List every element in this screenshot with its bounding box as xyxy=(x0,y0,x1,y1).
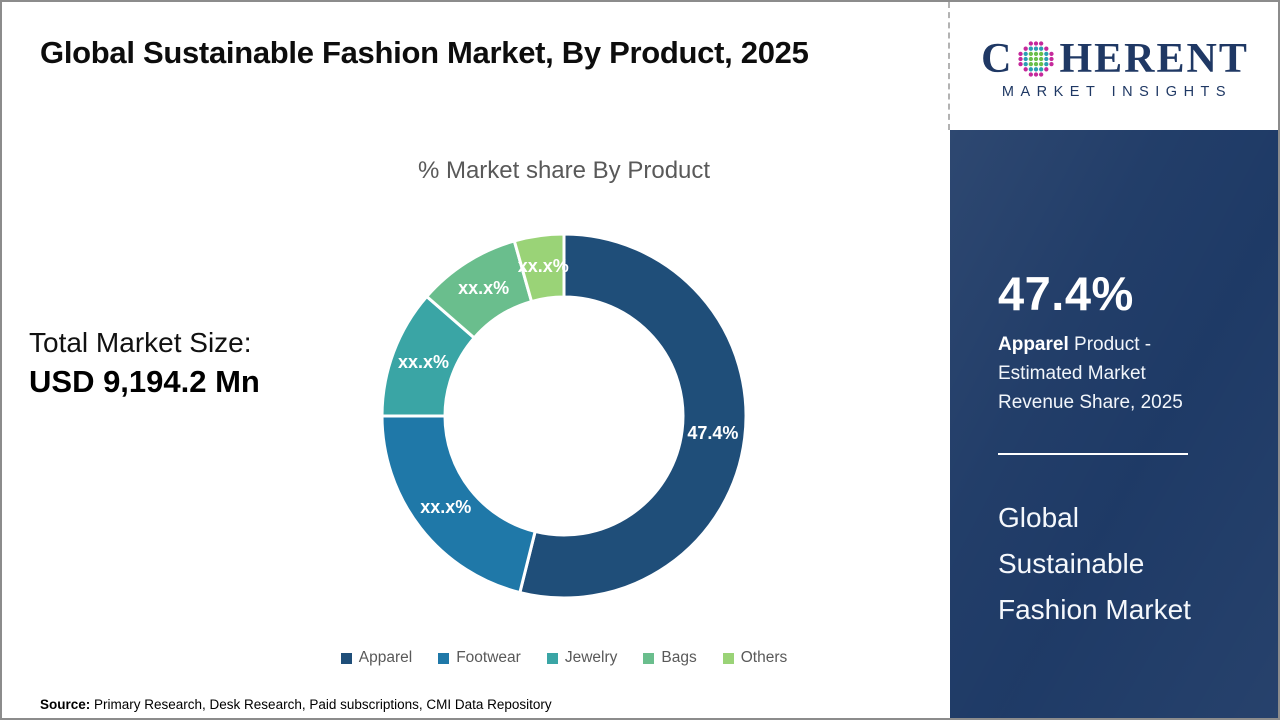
legend-item-bags: Bags xyxy=(643,649,697,667)
globe-dot xyxy=(1039,51,1044,56)
donut-wrap: 47.4% xx.x% xx.x% xx.x% xx.x% xyxy=(332,226,796,611)
globe-dot xyxy=(1029,41,1034,46)
sidebar-market-name: Global Sustainable Fashion Market xyxy=(998,502,1191,625)
globe-dot xyxy=(1024,51,1029,56)
source-label: Source: xyxy=(40,697,91,712)
legend-swatch-jewelry xyxy=(546,652,558,664)
donut-slice-label-jewelry: xx.x% xyxy=(398,352,449,372)
globe-dot xyxy=(1018,62,1024,67)
globe-dot xyxy=(1029,51,1034,56)
total-market-size-value: USD 9,194.2 Mn xyxy=(29,364,260,399)
globe-dot xyxy=(1034,46,1039,51)
page-title: Global Sustainable Fashion Market, By Pr… xyxy=(40,35,809,70)
globe-dot xyxy=(1024,67,1029,72)
globe-dot xyxy=(1024,46,1029,51)
legend-label-jewelry: Jewelry xyxy=(564,649,618,666)
globe-dot xyxy=(1049,56,1055,62)
globe-dot xyxy=(1034,56,1039,62)
source-note: Source: Primary Research, Desk Research,… xyxy=(40,697,552,712)
globe-dot xyxy=(1044,56,1049,62)
chart-title: % Market share By Product xyxy=(417,157,711,184)
logo-coherent-market-insights: C HERENT MARKET INSIGHTS xyxy=(948,2,1278,130)
legend-label-others: Others xyxy=(740,649,788,666)
sidebar: 47.4% Apparel Product - Estimated Market… xyxy=(950,130,1278,718)
globe-dot xyxy=(1039,56,1044,62)
donut-chart: 47.4% xx.x% xx.x% xx.x% xx.x% xyxy=(380,232,748,600)
globe-dot xyxy=(1029,56,1034,62)
globe-dot xyxy=(1039,41,1044,46)
globe-dot xyxy=(1049,51,1055,56)
donut-slice-others xyxy=(512,232,566,304)
globe-dot xyxy=(1034,51,1039,56)
total-market-size-label: Total Market Size: xyxy=(29,327,252,358)
globe-dot xyxy=(1018,56,1024,62)
globe-dot xyxy=(1034,62,1039,67)
source-text: Primary Research, Desk Research, Paid su… xyxy=(90,697,552,712)
legend-swatch-bags xyxy=(643,652,655,664)
globe-dot xyxy=(1024,56,1029,62)
globe-dot xyxy=(1034,72,1039,77)
donut-chart-block: % Market share By Product 47.4% xx.x% xx.x… xyxy=(332,157,796,667)
donut-slice-label-footwear: xx.x% xyxy=(420,497,471,517)
legend-item-apparel: Apparel xyxy=(340,649,413,667)
legend-swatch-footwear xyxy=(438,652,450,664)
globe-dot xyxy=(1029,67,1034,72)
globe-dot xyxy=(1044,51,1049,56)
legend-label-footwear: Footwear xyxy=(456,649,521,666)
logo-wordmark: C HERENT xyxy=(981,38,1249,80)
globe-dot xyxy=(1039,72,1044,77)
legend-item-others: Others xyxy=(722,649,788,667)
sidebar-stat-value: 47.4% xyxy=(998,267,1134,320)
legend-label-apparel: Apparel xyxy=(358,649,413,666)
total-market-size-block: Total Market Size: USD 9,194.2 Mn xyxy=(29,324,260,402)
donut-slice-apparel xyxy=(518,232,748,600)
sidebar-divider-line xyxy=(998,453,1188,455)
globe-dot xyxy=(1049,62,1055,67)
legend-label-bags: Bags xyxy=(661,649,697,666)
globe-dot xyxy=(1018,51,1024,56)
globe-dot xyxy=(1034,67,1039,72)
legend-swatch-apparel xyxy=(340,652,352,664)
globe-dot xyxy=(1024,62,1029,67)
globe-dot xyxy=(1039,62,1044,67)
globe-dot xyxy=(1044,67,1049,72)
sidebar-stat-rest: Product - Estimated Market Revenue Share… xyxy=(998,334,1183,413)
globe-dot xyxy=(1039,67,1044,72)
globe-dot xyxy=(1044,46,1049,51)
donut-slice-label-apparel: 47.4% xyxy=(687,423,738,443)
donut-slice-label-others: xx.x% xyxy=(518,256,569,276)
logo-subtitle: MARKET INSIGHTS xyxy=(1001,84,1233,100)
legend-swatch-others xyxy=(722,652,734,664)
logo-letters-herent: HERENT xyxy=(1059,36,1249,82)
legend-item-jewelry: Jewelry xyxy=(546,649,618,667)
globe-dot xyxy=(1029,46,1034,51)
legend-item-footwear: Footwear xyxy=(438,649,521,667)
chart-legend: Apparel Footwear Jewelry Bags Others xyxy=(332,649,796,667)
globe-dots-icon xyxy=(1018,41,1055,77)
sidebar-stat-description: Apparel Product - Estimated Market Reven… xyxy=(998,330,1226,417)
globe-dot xyxy=(1039,46,1044,51)
globe-dot xyxy=(1029,62,1034,67)
globe-dot xyxy=(1029,72,1034,77)
globe-dot xyxy=(1034,41,1039,46)
sidebar-stat-highlight: Apparel xyxy=(998,334,1069,355)
logo-letter-c: C xyxy=(981,36,1014,82)
globe-dot xyxy=(1044,62,1049,67)
donut-slice-label-bags: xx.x% xyxy=(458,278,509,298)
